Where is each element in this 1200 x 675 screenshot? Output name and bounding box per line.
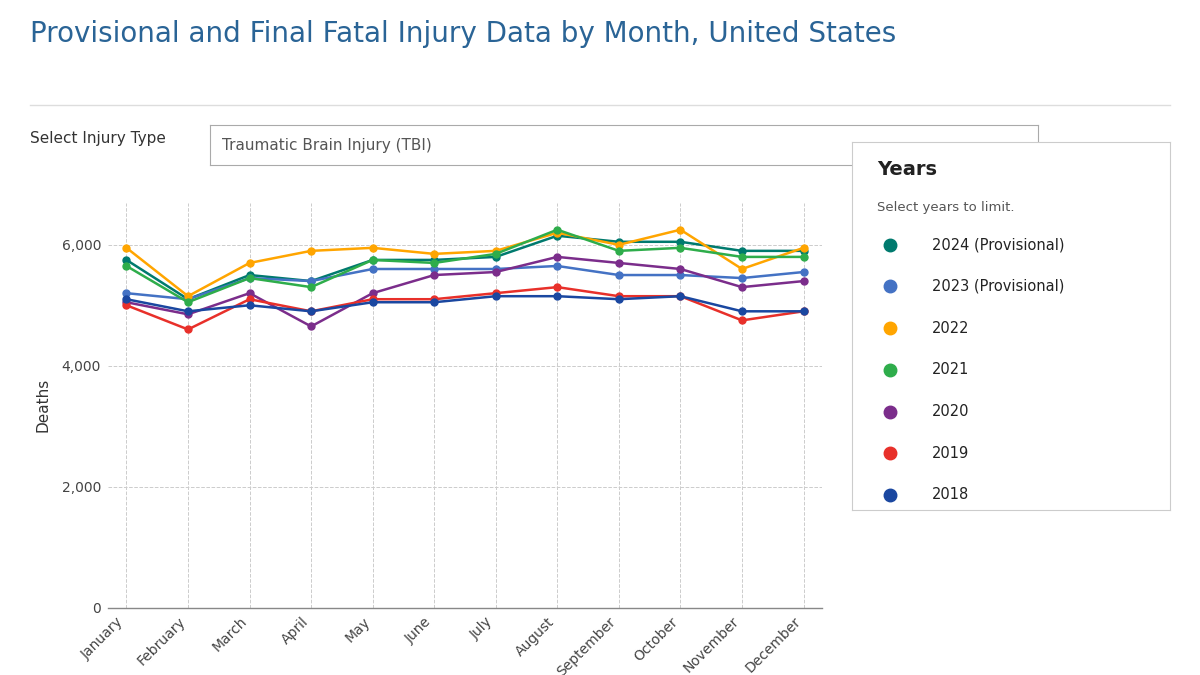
Text: 2020: 2020	[931, 404, 970, 419]
Text: Years: Years	[877, 160, 937, 179]
Text: ⌄: ⌄	[1012, 136, 1026, 154]
Text: 2018: 2018	[931, 487, 968, 502]
Text: Select Injury Type: Select Injury Type	[30, 131, 166, 146]
Text: Provisional and Final Fatal Injury Data by Month, United States: Provisional and Final Fatal Injury Data …	[30, 20, 896, 48]
Text: 2024 (Provisional): 2024 (Provisional)	[931, 237, 1064, 252]
Text: 2021: 2021	[931, 362, 968, 377]
Text: Traumatic Brain Injury (TBI): Traumatic Brain Injury (TBI)	[222, 138, 432, 153]
Text: 2023 (Provisional): 2023 (Provisional)	[931, 279, 1064, 294]
Text: Select years to limit.: Select years to limit.	[877, 200, 1015, 213]
Text: 2019: 2019	[931, 446, 968, 461]
Y-axis label: Deaths: Deaths	[36, 378, 50, 432]
Text: 2022: 2022	[931, 321, 970, 335]
